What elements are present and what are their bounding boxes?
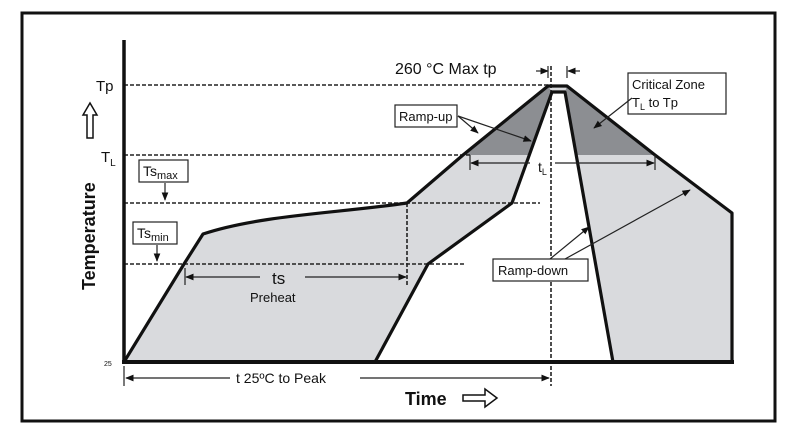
ramp-up-label: Ramp-up bbox=[399, 109, 452, 124]
origin-25-label: 25 bbox=[104, 361, 112, 368]
tsmin-label: Tsmin bbox=[137, 225, 169, 244]
upper-profile-line bbox=[122, 84, 734, 363]
tp-label: Tp bbox=[96, 78, 114, 95]
tl-duration-label: tL bbox=[538, 159, 547, 177]
critical-zone-label: Critical Zone bbox=[632, 77, 705, 92]
time-arrow-icon bbox=[462, 387, 499, 409]
ts-label: ts bbox=[272, 269, 285, 288]
tsmin-box bbox=[132, 221, 178, 245]
y-axis-title: Temperature bbox=[79, 182, 99, 290]
tl-label: TL bbox=[101, 149, 116, 169]
ramp-down-arrow-2 bbox=[564, 189, 691, 260]
ramp-up-box bbox=[394, 104, 458, 128]
ramp-down-label: Ramp-down bbox=[498, 263, 568, 278]
preheat-label: Preheat bbox=[250, 290, 296, 305]
temperature-arrow-icon bbox=[81, 101, 99, 139]
tsmax-label: Tsmax bbox=[143, 163, 178, 182]
critical-zone-box bbox=[627, 72, 727, 115]
ramp-down-box bbox=[492, 258, 589, 282]
critical-zone-range: TL to Tp bbox=[632, 95, 678, 112]
ramp-up-arrow-2 bbox=[457, 115, 532, 142]
time-to-peak-label: t 25ºC to Peak bbox=[236, 370, 327, 386]
tsmax-box bbox=[138, 159, 189, 183]
peak-label: 260 °C Max tp bbox=[395, 61, 497, 78]
x-axis-title: Time bbox=[405, 389, 447, 409]
ramp-up-arrow-1 bbox=[457, 115, 479, 134]
ramp-down-arrow-1 bbox=[549, 226, 590, 260]
critical-zone-arrow bbox=[593, 97, 633, 129]
lower-profile-line bbox=[373, 90, 615, 363]
